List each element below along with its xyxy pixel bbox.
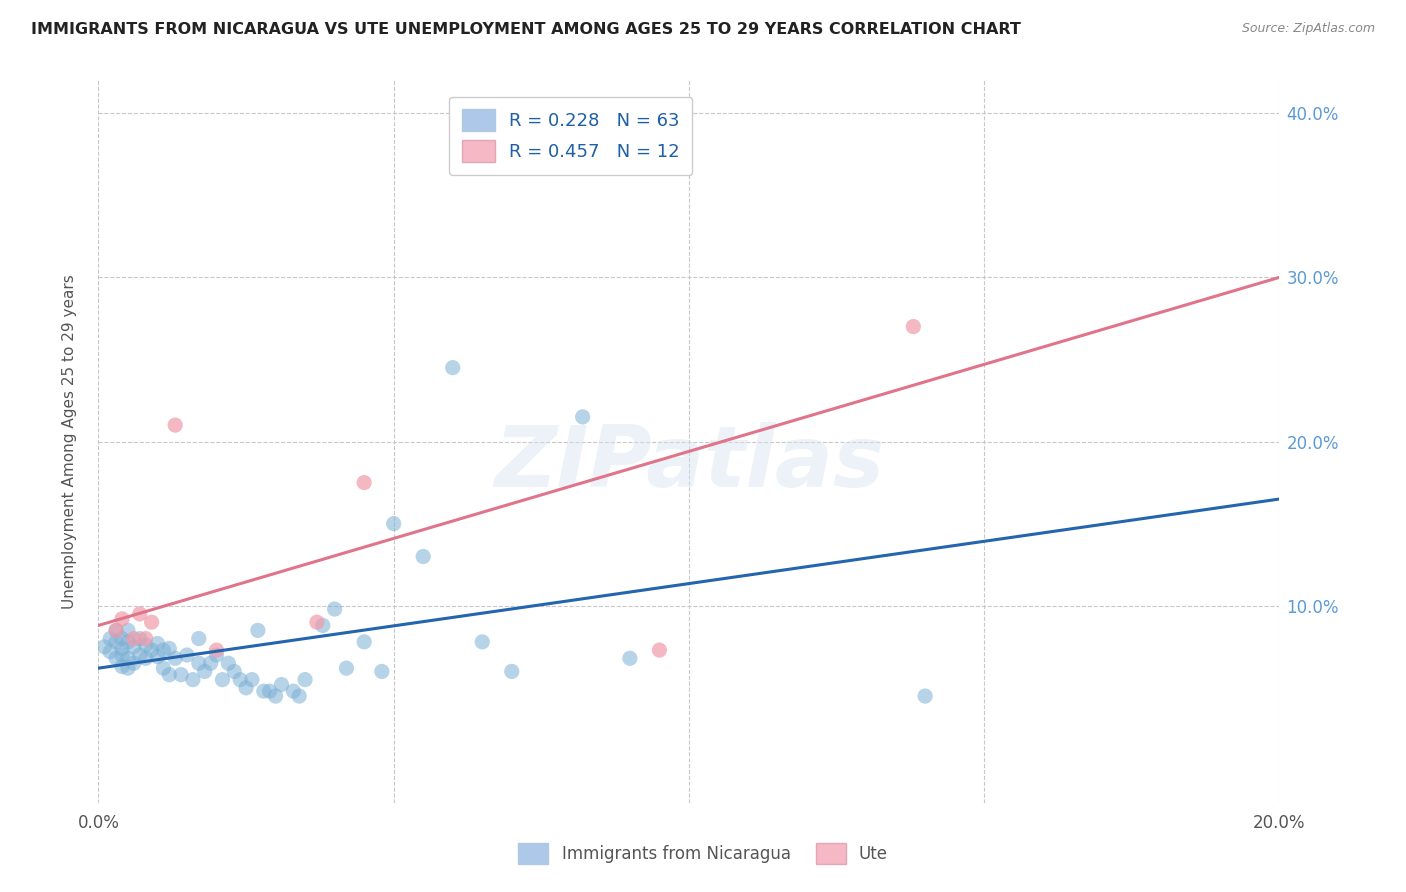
Point [122, 640, 145, 654]
Point [571, 409, 593, 424]
Point [135, 651, 157, 665]
Point [157, 641, 180, 656]
Point [200, 657, 222, 671]
Point [353, 475, 375, 490]
Point [187, 632, 209, 646]
Point [648, 643, 671, 657]
Point [382, 516, 405, 531]
Point [246, 624, 269, 638]
Point [141, 615, 163, 630]
Point [122, 632, 145, 646]
Point [165, 418, 187, 433]
Point [105, 651, 128, 665]
Point [270, 677, 292, 691]
Point [371, 665, 394, 679]
Point [312, 618, 335, 632]
Point [283, 684, 305, 698]
Point [217, 657, 239, 671]
Point [229, 673, 252, 687]
Point [122, 657, 145, 671]
Point [903, 319, 925, 334]
Point [240, 673, 263, 687]
Point [264, 689, 287, 703]
Text: Source: ZipAtlas.com: Source: ZipAtlas.com [1241, 22, 1375, 36]
Text: IMMIGRANTS FROM NICARAGUA VS UTE UNEMPLOYMENT AMONG AGES 25 TO 29 YEARS CORRELAT: IMMIGRANTS FROM NICARAGUA VS UTE UNEMPLO… [31, 22, 1021, 37]
Point [176, 648, 198, 662]
Point [294, 673, 316, 687]
Point [105, 635, 128, 649]
Point [117, 635, 139, 649]
Point [111, 612, 134, 626]
Y-axis label: Unemployment Among Ages 25 to 29 years: Unemployment Among Ages 25 to 29 years [62, 274, 77, 609]
Point [111, 659, 134, 673]
Point [111, 641, 134, 656]
Text: ZIPatlas: ZIPatlas [494, 422, 884, 505]
Point [501, 665, 523, 679]
Point [170, 667, 193, 681]
Point [335, 661, 357, 675]
Point [914, 689, 936, 703]
Point [105, 624, 128, 638]
Point [105, 624, 128, 638]
Point [111, 648, 134, 662]
Point [181, 673, 204, 687]
Point [117, 624, 139, 638]
Point [117, 651, 139, 665]
Point [98, 632, 121, 646]
Point [117, 661, 139, 675]
Point [259, 684, 281, 698]
Point [353, 635, 375, 649]
Point [128, 632, 150, 646]
Point [323, 602, 346, 616]
Point [441, 360, 464, 375]
Point [98, 645, 121, 659]
Point [471, 635, 494, 649]
Point [205, 643, 228, 657]
Legend: R = 0.228   N = 63, R = 0.457   N = 12: R = 0.228 N = 63, R = 0.457 N = 12 [450, 96, 692, 175]
Point [152, 643, 174, 657]
Point [152, 661, 174, 675]
Point [194, 665, 217, 679]
Point [253, 684, 276, 698]
Point [157, 667, 180, 681]
Point [288, 689, 311, 703]
Point [224, 665, 246, 679]
Point [205, 648, 228, 662]
Point [235, 681, 257, 695]
Point [165, 651, 187, 665]
Point [187, 657, 209, 671]
Point [128, 648, 150, 662]
Point [146, 649, 169, 664]
Point [619, 651, 641, 665]
Point [135, 638, 157, 652]
Point [135, 632, 157, 646]
Point [146, 636, 169, 650]
Legend: Immigrants from Nicaragua, Ute: Immigrants from Nicaragua, Ute [512, 837, 894, 871]
Point [305, 615, 328, 630]
Point [93, 640, 115, 654]
Point [412, 549, 434, 564]
Point [141, 643, 163, 657]
Point [128, 607, 150, 621]
Point [111, 632, 134, 646]
Point [211, 673, 233, 687]
